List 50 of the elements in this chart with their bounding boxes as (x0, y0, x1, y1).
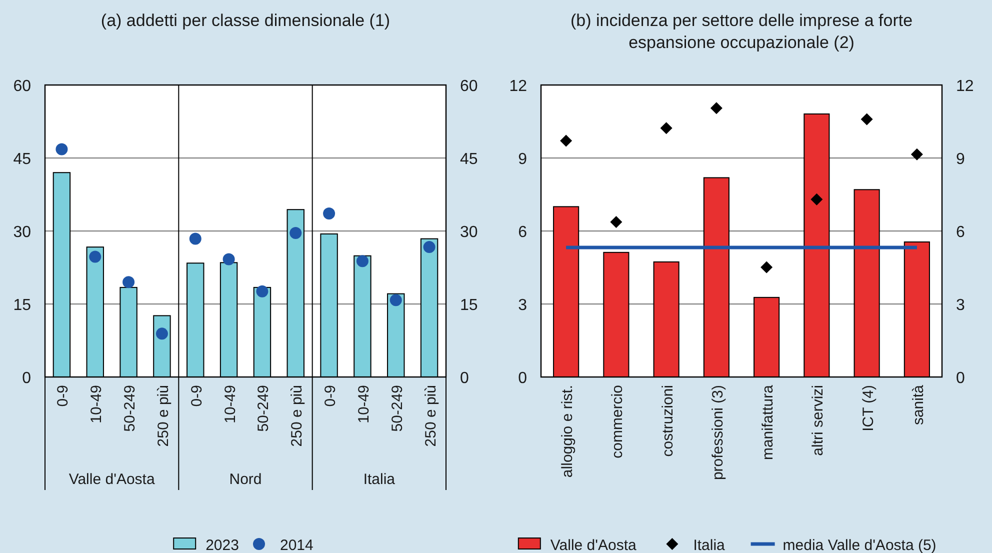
y-tick-label: 45 (13, 151, 32, 168)
x-tick-label: ICT (4) (860, 385, 877, 432)
y-tick-label: 6 (518, 224, 528, 241)
y2-tick-label: 9 (956, 151, 965, 168)
x-tick-label: 250 e più (154, 385, 172, 447)
text: Nord (229, 471, 262, 488)
x-tick-label: 50-249 (388, 385, 406, 432)
y-tick-label: 0 (518, 370, 528, 387)
legend-label: Valle d'Aosta (550, 537, 638, 553)
y-tick-label: 12 (509, 78, 528, 95)
legend-label: 2023 (206, 537, 239, 553)
y2-tick-label: 15 (460, 297, 478, 314)
text: Italia (363, 471, 396, 488)
y2-tick-label: 60 (460, 78, 478, 95)
x-tick-label: 0-9 (188, 385, 206, 407)
y-tick-label: 30 (13, 224, 32, 241)
chart-title: (a) addetti per classe dimensionale (1) (100, 11, 390, 30)
y-tick-label: 0 (22, 370, 32, 387)
x-tick-label: costruzioni (659, 385, 676, 457)
y2-tick-label: 6 (956, 224, 965, 241)
x-tick-label: 250 e più (422, 385, 440, 447)
x-tick-label: professioni (3) (709, 385, 726, 480)
x-tick-label: altri servizi (810, 385, 827, 456)
text: Valle d'Aosta (68, 471, 156, 488)
y2-tick-label: 30 (460, 224, 478, 241)
y2-tick-label: 45 (460, 151, 478, 168)
y2-tick-label: 12 (956, 78, 974, 95)
y-tick-label: 3 (518, 297, 528, 314)
y2-tick-label: 3 (956, 297, 965, 314)
y-tick-label: 60 (13, 78, 32, 95)
y-tick-label: 15 (13, 297, 32, 314)
x-tick-label: 10-49 (355, 385, 372, 424)
x-tick-label: sanità (910, 384, 927, 426)
legend-label: 2014 (280, 537, 314, 553)
y2-tick-label: 0 (956, 370, 965, 387)
y2-tick-label: 0 (460, 370, 469, 387)
x-tick-label: 10-49 (222, 385, 239, 424)
y-tick-label: 9 (518, 151, 528, 168)
x-tick-label: 250 e più (288, 385, 306, 447)
x-tick-label: alloggio e rist. (559, 385, 576, 478)
x-tick-label: 10-49 (88, 385, 106, 424)
x-tick-label: commercio (609, 385, 626, 458)
x-tick-label: 0-9 (54, 385, 72, 407)
legend-label: Italia (693, 537, 726, 553)
legend-label: media Valle d'Aosta (5) (782, 537, 936, 553)
x-tick-label: 0-9 (322, 385, 340, 407)
x-tick-label: 50-249 (122, 385, 139, 432)
chart-title: (b) incidenza per settore delle imprese a forte espansione occupazionale (2) (570, 11, 913, 52)
x-tick-label: manifattura (760, 384, 777, 460)
x-tick-label: 50-249 (255, 385, 272, 432)
